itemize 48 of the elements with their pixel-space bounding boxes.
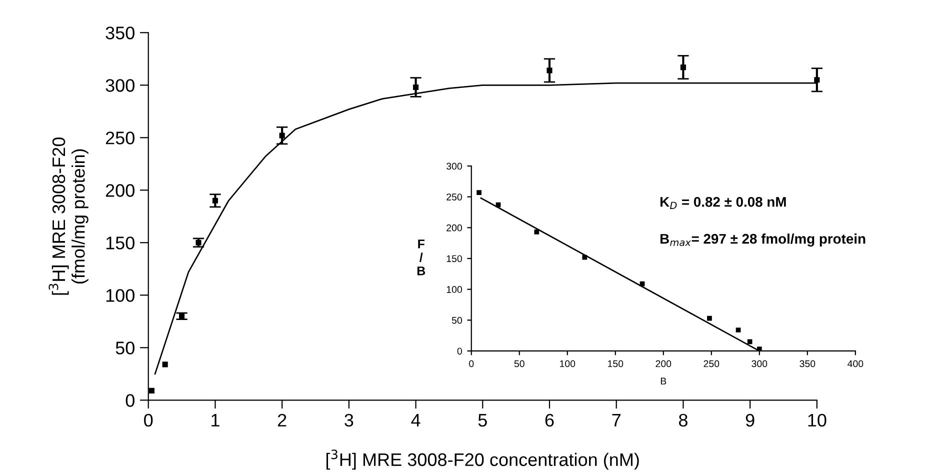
y-tick-label: 300 xyxy=(106,79,134,92)
y-tick-label: 350 xyxy=(106,26,134,40)
y-tick-label: 200 xyxy=(446,224,462,232)
x-tick-label: 7 xyxy=(612,414,620,426)
x-tick-label: 5 xyxy=(478,414,487,427)
x-tick-label: 2 xyxy=(278,414,286,426)
annotation: B$_{max}$= 297 ± 28 fmol/mg protein xyxy=(660,234,866,247)
y-tick-label: 100 xyxy=(106,289,134,302)
y-axis-title: [$^{3}$H] MRE 3008-F20 (fmol/mg protein) xyxy=(48,138,88,295)
x-tick-label: 0 xyxy=(144,414,153,427)
y-axis-title: F / B xyxy=(417,240,426,276)
y-tick-label: 50 xyxy=(452,316,462,324)
y-tick-label: 150 xyxy=(106,236,134,250)
point xyxy=(736,328,741,332)
point xyxy=(162,362,168,368)
x-axis-title: [$^{3}$H] MRE 3008-F20 concentration (nM) xyxy=(326,450,639,470)
point xyxy=(148,388,154,394)
y-tick-label: 300 xyxy=(446,162,462,170)
y-tick-label: 0 xyxy=(126,394,134,407)
x-tick-label: 8 xyxy=(678,414,688,427)
y-tick-label: 150 xyxy=(446,255,462,262)
x-tick-label: 9 xyxy=(746,414,754,427)
y-tick-label: 250 xyxy=(106,132,134,144)
annotation: K$_{D}$ = 0.82 ± 0.08 nM xyxy=(660,196,786,209)
x-tick-label: 300 xyxy=(752,360,768,368)
x-tick-label: 10 xyxy=(808,414,826,427)
point xyxy=(747,339,752,344)
x-tick-label: 0 xyxy=(469,360,474,368)
y-tick-label: 100 xyxy=(446,286,462,293)
x-tick-label: 3 xyxy=(344,414,354,427)
point xyxy=(707,316,712,321)
x-axis-title: B xyxy=(660,378,666,384)
x-tick-label: 150 xyxy=(608,360,624,368)
y-tick-label: 200 xyxy=(106,184,134,197)
x-tick-label: 100 xyxy=(560,360,576,368)
x-tick-label: 250 xyxy=(704,360,720,368)
x-tick-label: 350 xyxy=(800,360,816,368)
x-tick-label: 6 xyxy=(545,414,554,427)
x-tick-label: 200 xyxy=(656,360,672,368)
x-tick-label: 4 xyxy=(411,414,420,426)
x-tick-label: 400 xyxy=(848,360,864,368)
point xyxy=(534,230,540,234)
y-tick-label: 50 xyxy=(116,342,134,354)
x-tick-label: 50 xyxy=(514,360,524,368)
point xyxy=(476,190,482,195)
y-tick-label: 0 xyxy=(457,348,462,355)
x-tick-label: 1 xyxy=(212,414,220,426)
y-tick-label: 250 xyxy=(446,194,462,200)
